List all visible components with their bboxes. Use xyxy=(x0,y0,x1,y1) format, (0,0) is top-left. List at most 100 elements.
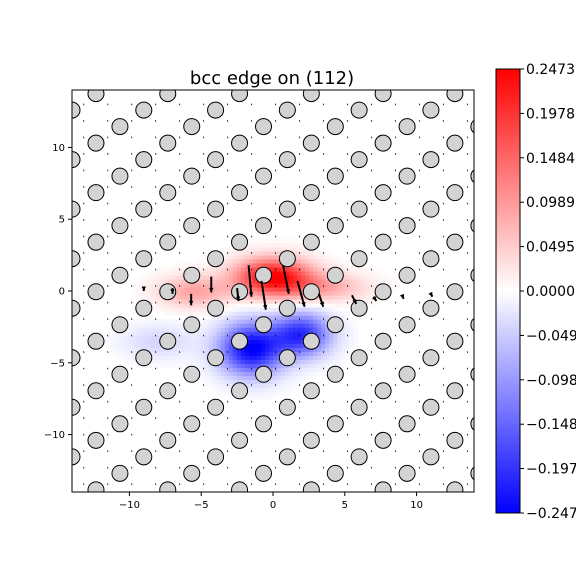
heatmap-cell xyxy=(281,371,286,377)
heatmap-cell xyxy=(305,347,310,352)
heatmap-cell xyxy=(273,303,278,308)
heatmap-cell xyxy=(313,331,318,336)
heatmap-cell xyxy=(144,315,149,320)
heatmap-cell xyxy=(268,367,274,372)
atom xyxy=(0,251,8,267)
quiver-tick xyxy=(131,103,133,106)
heatmap-cell xyxy=(301,307,306,312)
atom xyxy=(350,299,368,317)
heatmap-cell xyxy=(333,286,338,292)
quiver-tick xyxy=(83,219,85,221)
heatmap-cell xyxy=(196,286,202,292)
heatmap-cell xyxy=(220,335,226,340)
heatmap-cell xyxy=(244,371,250,377)
heatmap-cell xyxy=(273,375,278,381)
heatmap-cell xyxy=(325,311,330,316)
quiver-tick xyxy=(226,186,229,188)
heatmap-cell xyxy=(289,371,294,377)
quiver-tick xyxy=(322,252,325,254)
heatmap-cell xyxy=(128,331,133,336)
atom xyxy=(374,90,392,103)
heatmap-cell xyxy=(365,299,371,304)
quiver-tick xyxy=(250,367,253,370)
heatmap-cell xyxy=(301,315,306,320)
heatmap-cell xyxy=(204,286,210,292)
heatmap-cell xyxy=(268,335,274,340)
atom xyxy=(519,86,535,102)
quiver-tick xyxy=(394,136,397,139)
heatmap-cell xyxy=(208,363,214,368)
colorbar-tick-label: 0.2473 xyxy=(526,62,575,78)
quiver-tick xyxy=(346,433,349,436)
heatmap-cell xyxy=(329,299,334,304)
heatmap-cell xyxy=(192,351,198,356)
atom xyxy=(519,482,535,498)
heatmap-cell xyxy=(264,238,270,244)
heatmap-cell xyxy=(124,347,129,352)
quiver-tick xyxy=(274,252,277,254)
heatmap-cell xyxy=(200,303,206,308)
atom xyxy=(446,481,464,492)
heatmap-cell xyxy=(236,319,242,324)
quiver-tick xyxy=(394,384,397,387)
quiver-tick xyxy=(418,153,421,155)
heatmap-cell xyxy=(164,278,170,284)
quiver-tick xyxy=(250,400,253,403)
heatmap-cell xyxy=(220,391,226,397)
quiver-tick xyxy=(466,466,469,469)
quiver-tick xyxy=(250,384,253,387)
heatmap-cell xyxy=(293,315,298,320)
quiver-tick xyxy=(250,103,253,106)
atom xyxy=(159,184,177,202)
heatmap-cell xyxy=(160,299,166,304)
x-tick-label: 10 xyxy=(410,500,423,511)
heatmap-cell xyxy=(208,335,214,340)
heatmap-cell xyxy=(160,319,166,324)
heatmap-cell xyxy=(256,262,262,268)
heatmap-cell xyxy=(377,278,383,284)
heatmap-cell xyxy=(140,323,145,328)
heatmap-cell xyxy=(200,274,206,280)
quiver-tick xyxy=(83,433,85,436)
heatmap-cell xyxy=(297,246,302,252)
quiver-tick xyxy=(394,285,397,287)
heatmap-cell xyxy=(216,274,222,280)
heatmap-cell xyxy=(277,331,282,336)
quiver-tick xyxy=(298,301,301,304)
heatmap-cell xyxy=(184,291,190,296)
heatmap-cell xyxy=(333,303,338,308)
heatmap-cell xyxy=(156,303,162,308)
atom xyxy=(207,250,225,268)
atom xyxy=(135,398,153,416)
quiver-tick xyxy=(202,186,205,188)
heatmap-cell xyxy=(277,262,282,268)
atom xyxy=(302,184,320,202)
heatmap-cell xyxy=(212,282,218,288)
heatmap-cell xyxy=(252,307,258,312)
heatmap-cell xyxy=(264,395,270,401)
quiver-tick xyxy=(179,318,181,321)
heatmap-cell xyxy=(313,367,318,372)
quiver-tick xyxy=(394,318,397,321)
heatmap-cell xyxy=(152,286,158,292)
heatmap-cell xyxy=(329,335,334,340)
heatmap-cell xyxy=(248,371,254,377)
heatmap-cell xyxy=(305,311,310,316)
heatmap-cell xyxy=(192,363,198,368)
quiver-tick xyxy=(179,153,181,155)
heatmap-cell xyxy=(176,262,182,268)
quiver-tick xyxy=(370,466,373,469)
heatmap-cell xyxy=(224,295,230,300)
heatmap-cell xyxy=(309,307,314,312)
heatmap-cell xyxy=(337,299,342,304)
heatmap-cell xyxy=(228,323,234,328)
heatmap-cell xyxy=(228,274,234,280)
displacement-arrow xyxy=(188,293,194,306)
quiver-tick xyxy=(322,417,325,420)
quiver-tick xyxy=(370,252,373,254)
heatmap-cell xyxy=(120,351,125,356)
heatmap-cell xyxy=(104,335,109,340)
heatmap-cell xyxy=(248,351,254,356)
heatmap-cell xyxy=(216,371,222,377)
heatmap-cell xyxy=(232,323,238,328)
